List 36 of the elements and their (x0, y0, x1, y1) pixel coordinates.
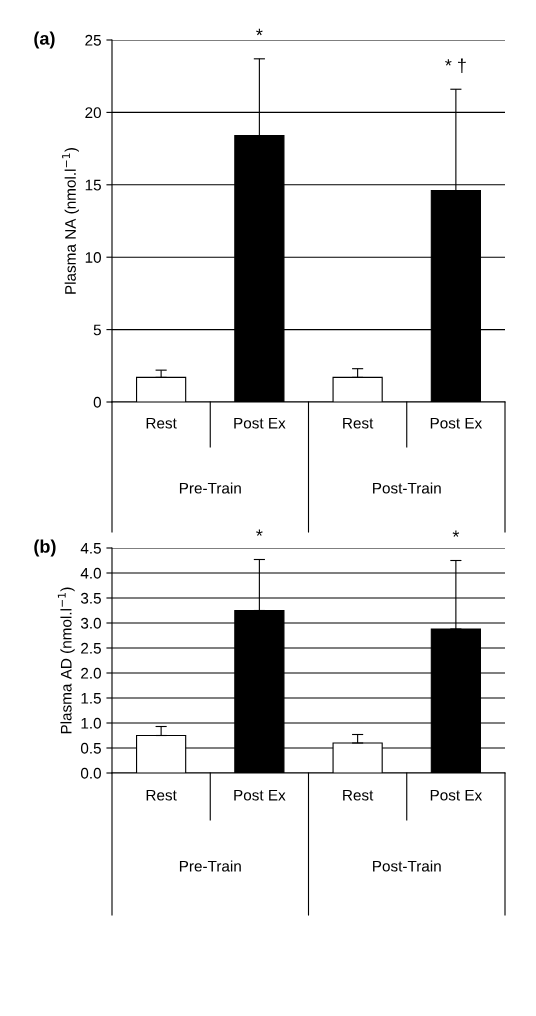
y-tick-label: 1.5 (81, 693, 101, 704)
y-tick-label: 25 (85, 34, 101, 46)
y-tick-label: 20 (85, 107, 101, 119)
x-tick-label: Rest (146, 789, 177, 801)
x-tick-label: Post Ex (430, 789, 483, 801)
y-tick-label: 5 (93, 324, 101, 336)
chart-title: (b) (34, 539, 56, 557)
y-tick-label: 2.5 (81, 642, 101, 654)
y-tick-label: 15 (85, 179, 101, 191)
annotation: * † (445, 58, 466, 73)
x-tick-label: Post Ex (234, 417, 286, 429)
x-tick-label: Post Ex (234, 789, 286, 801)
y-tick-label: 2.0 (81, 667, 101, 679)
annotation: * (256, 28, 263, 36)
y-tick-label: 3.5 (80, 592, 101, 604)
y-tick-label: 4.5 (80, 543, 101, 554)
x-tick-label: Rest (146, 417, 177, 429)
x-tick-label: Rest (343, 789, 374, 801)
text: Post-Train (373, 860, 441, 872)
text: * (452, 530, 460, 537)
y-axis-title: Plasma AD (nmol.l$^{−1}$) (57, 587, 75, 734)
y-tick-label: 0 (93, 396, 101, 408)
y-axis-title: Plasma NA (nmol.l$^{−1}$) (62, 148, 79, 294)
y-tick-label: 3.0 (80, 617, 101, 629)
chart-title: (a) (34, 31, 55, 49)
y-tick-label: 0.0 (80, 767, 101, 779)
x-tick-label: Rest (343, 417, 374, 429)
y-tick-label: 4.0 (80, 567, 101, 579)
y-tick-label: 1.0 (81, 717, 101, 729)
y-tick-label: 0.5 (80, 742, 101, 754)
text: Pre-Train (179, 860, 241, 872)
annotation: * (256, 529, 263, 536)
text: Pre-Train (179, 482, 241, 494)
text: Post-Train (373, 482, 441, 494)
x-tick-label: Post Ex (430, 417, 483, 429)
y-tick-label: 10 (85, 252, 101, 263)
